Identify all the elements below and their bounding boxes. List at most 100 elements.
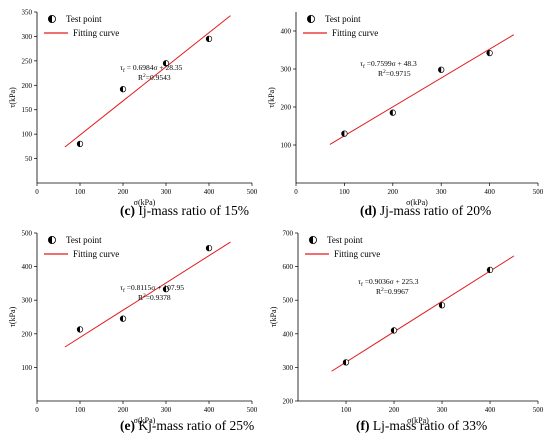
test-point-fill (163, 60, 166, 67)
x-tick-label: 200 (388, 188, 399, 196)
panel-caption: (c) Ij-mass ratio of 15% (120, 203, 249, 218)
test-point (205, 244, 213, 252)
y-tick-label: 200 (22, 82, 33, 90)
x-tick-label: 200 (389, 406, 400, 414)
test-point-fill (120, 315, 123, 322)
r-squared: R2=0.9543 (138, 73, 171, 82)
test-point-fill (206, 245, 209, 251)
legend-curve-label: Fitting curve (332, 28, 378, 38)
y-axis-label: τ(kPa) (267, 87, 276, 108)
x-tick-label: 0 (294, 188, 298, 196)
r-squared: R2=0.9967 (376, 287, 409, 296)
y-axis-label: τ(kPa) (269, 306, 278, 327)
y-tick-label: 500 (283, 297, 294, 305)
x-tick-label: 400 (204, 406, 215, 414)
y-tick-label: 300 (283, 364, 294, 372)
legend: Test point Fitting curve (305, 235, 380, 259)
chart-panel-f: 100 200 300 400 500 200 300 400 500 600 700 σ(kPa) τ… (269, 230, 544, 434)
test-point-fill (487, 267, 490, 273)
y-tick-label: 400 (283, 330, 294, 338)
test-point-fill (341, 130, 345, 137)
x-tick-label: 100 (341, 406, 352, 414)
y-tick-label: 300 (22, 33, 33, 41)
x-axis-label: σ(kPa) (406, 198, 428, 207)
test-point-fill (206, 36, 209, 42)
test-point (341, 130, 348, 137)
legend-point-fill (48, 236, 52, 244)
test-point-fill (391, 327, 394, 334)
test-point (486, 266, 494, 274)
x-tick-label: 500 (247, 188, 258, 196)
fit-line (64, 241, 231, 348)
legend: Test point Fitting curve (44, 14, 119, 38)
legend-point-label: Test point (325, 14, 361, 24)
test-point-fill (77, 141, 80, 147)
test-point (438, 66, 445, 73)
test-point (162, 285, 170, 293)
y-tick-label: 50 (25, 155, 33, 163)
legend-point-fill (309, 236, 313, 244)
x-tick-label: 0 (35, 188, 39, 196)
x-tick-label: 300 (161, 406, 172, 414)
x-tick-label: 100 (339, 188, 350, 196)
x-tick-label: 300 (161, 188, 172, 196)
x-axis-label: σ(kPa) (407, 416, 429, 425)
test-point (438, 302, 446, 309)
chart-panel-c: 0 100 200 300 400 500 50 100 150 200 250 300 350 σ(kP… (8, 9, 258, 219)
y-axis-label: τ(kPa) (8, 306, 17, 327)
test-point (486, 49, 493, 57)
y-tick-label: 400 (281, 28, 292, 36)
fit-equation: τf = 0.6984σ + 28.35 (120, 63, 183, 74)
test-point-fill (120, 86, 123, 92)
x-tick-label: 100 (75, 188, 86, 196)
test-point (162, 60, 170, 67)
x-tick-label: 500 (533, 188, 544, 196)
legend: Test point Fitting curve (303, 14, 378, 38)
x-tick-label: 400 (204, 188, 215, 196)
test-point (342, 359, 350, 366)
panel-caption: (d) Jj-mass ratio of 20% (360, 203, 491, 218)
r-squared: R2=0.9378 (138, 293, 171, 302)
x-tick-label: 300 (437, 406, 448, 414)
y-tick-label: 700 (283, 230, 294, 238)
legend-curve-label: Fitting curve (73, 249, 119, 259)
y-tick-label: 150 (22, 106, 33, 114)
test-point-fill (163, 286, 166, 292)
x-tick-label: 400 (484, 188, 495, 196)
y-tick-label: 500 (22, 230, 33, 238)
fit-line (329, 34, 515, 145)
legend-curve-label: Fitting curve (334, 249, 380, 259)
x-tick-label: 400 (485, 406, 496, 414)
y-tick-label: 250 (22, 57, 33, 65)
test-point-fill (390, 109, 393, 116)
y-tick-label: 100 (281, 142, 292, 150)
legend-point-label: Test point (66, 14, 102, 24)
y-tick-label: 300 (22, 297, 33, 305)
test-point (76, 140, 84, 148)
legend-curve-label: Fitting curve (73, 28, 119, 38)
x-axis-label: σ(kPa) (134, 416, 156, 425)
panel-caption: (f) Lj-mass ratio of 33% (356, 418, 487, 433)
test-point-fill (439, 302, 442, 309)
test-point (390, 327, 398, 334)
x-tick-label: 0 (35, 406, 39, 414)
test-point-fill (77, 326, 80, 333)
fit-equation: τf =0.7599σ + 48.3 (360, 59, 417, 70)
x-tick-label: 500 (247, 406, 258, 414)
fit-equation: τf =0.9036σ + 225.3 (358, 277, 419, 288)
x-tick-label: 500 (533, 406, 544, 414)
y-tick-label: 400 (22, 263, 33, 271)
test-point-fill (438, 66, 442, 73)
x-tick-label: 200 (118, 188, 129, 196)
y-tick-label: 100 (22, 364, 33, 372)
y-tick-label: 100 (22, 131, 33, 139)
legend: Test point Fitting curve (44, 235, 119, 259)
test-point (119, 86, 127, 93)
r-squared: R2=0.9715 (378, 69, 411, 78)
y-tick-label: 200 (283, 398, 294, 406)
y-tick-label: 300 (281, 66, 292, 74)
y-axis-label: τ(kPa) (8, 87, 17, 108)
legend-point-label: Test point (66, 235, 102, 245)
x-tick-label: 200 (118, 406, 129, 414)
